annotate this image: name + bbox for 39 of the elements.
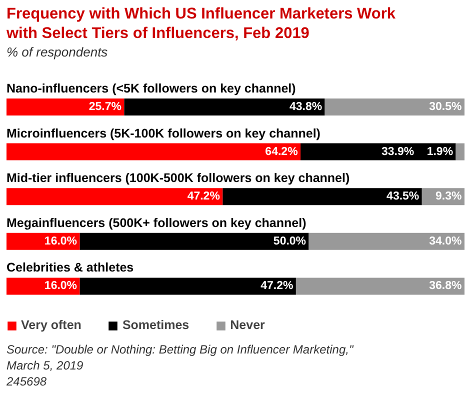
bar <box>6 143 301 160</box>
data-label: 50.0% <box>273 235 306 248</box>
data-label: 16.0% <box>44 280 78 292</box>
bar <box>456 143 464 160</box>
data-label: 1.9% <box>426 146 454 158</box>
y-tick-label: Megainfluencers (500K+ followers on key channel) <box>6 216 306 230</box>
data-label: 47.2% <box>260 280 294 292</box>
y-tick-label: Microinfluencers (5K-100K followers on key channel) <box>6 126 320 140</box>
data-label: 33.9% <box>382 146 414 158</box>
chart-title: Frequency with Which US Influencer Marketers Work with Select Tiers of Influencers, Feb 2019 <box>6 6 396 42</box>
data-label: 43.5% <box>386 190 420 203</box>
bar <box>308 232 464 250</box>
y-tick-label: Celebrities & athletes <box>6 260 134 275</box>
bar <box>80 278 296 295</box>
data-label: 64.2% <box>265 146 298 158</box>
y-tick-label: Mid-tier influencers (100K-500K followers on key channel) <box>6 171 350 186</box>
text: 245698 <box>6 374 47 388</box>
bar <box>6 188 223 206</box>
data-label: 34.0% <box>429 235 462 248</box>
y-tick-label: Nano-influencers (<5K followers on key channel) <box>6 82 296 96</box>
bar <box>6 98 124 116</box>
legend-label: Very often <box>21 318 82 332</box>
data-label: 25.7% <box>88 101 122 113</box>
source-note: Source: "Double or Nothing: Betting Big on Influencer Marketing," March 5, 2019 <box>6 342 354 373</box>
legend-label: Sometimes <box>122 318 190 332</box>
data-label: 30.5% <box>429 101 462 113</box>
legend-label: Never <box>230 318 265 332</box>
bar <box>222 188 422 206</box>
data-label: 47.2% <box>187 190 220 203</box>
data-label: 16.0% <box>44 235 78 248</box>
bar <box>296 278 464 295</box>
data-label: 36.8% <box>429 280 462 292</box>
bar <box>300 143 456 160</box>
data-label: 43.8% <box>289 101 322 113</box>
data-label: 9.3% <box>436 190 462 203</box>
chart-subtitle: % of respondents <box>6 44 108 60</box>
bar <box>80 232 309 250</box>
bar <box>324 98 464 116</box>
bar <box>124 98 325 116</box>
